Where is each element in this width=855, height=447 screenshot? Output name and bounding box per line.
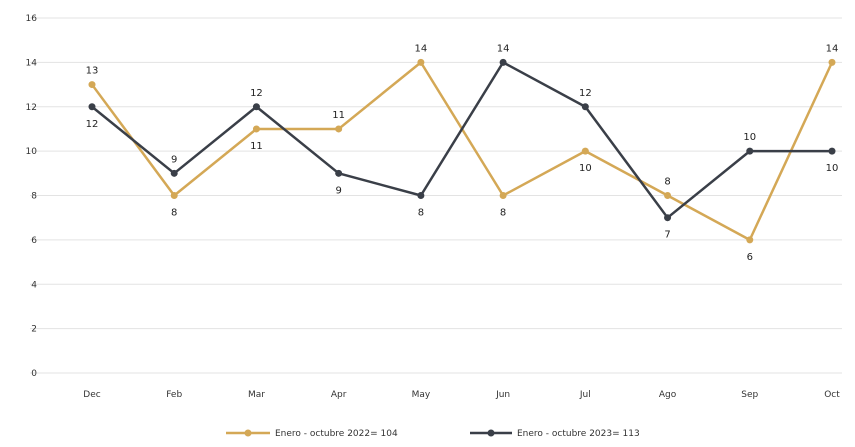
data-label-s0-8: 6: [747, 252, 753, 263]
data-label-s0-3: 11: [332, 110, 345, 121]
x-tick-label-3: Apr: [331, 390, 347, 400]
x-axis-ticks: Dec Feb Mar Apr May Jun Jul Ago Sep Oct: [83, 390, 840, 400]
data-label-s1-1: 9: [171, 154, 177, 165]
data-label-s0-4: 14: [415, 43, 428, 54]
series-1-point-4: [417, 192, 425, 199]
data-label-s0-0: 13: [86, 66, 99, 77]
y-tick-label-3: 6: [31, 236, 37, 246]
y-tick-label-1: 2: [31, 325, 37, 335]
series-line-1: [91, 61, 832, 219]
data-label-s0-6: 10: [579, 163, 592, 174]
series-1-point-7: [664, 214, 672, 222]
series-layer: [88, 58, 836, 244]
series-0-point-4: [417, 58, 425, 66]
y-axis-ticks: 0 2 4 6 8 10 12 14 16: [26, 14, 38, 379]
x-tick-label-0: Dec: [83, 390, 100, 400]
series-1-point-9: [828, 147, 836, 155]
series-1-point-1: [170, 169, 178, 177]
legend-label-0: Enero - octubre 2022= 104: [275, 429, 398, 439]
x-tick-label-1: Feb: [166, 390, 182, 400]
series-1-point-3: [335, 169, 343, 177]
x-tick-label-5: Jun: [495, 390, 510, 400]
x-tick-label-2: Mar: [248, 390, 265, 400]
series-0-point-6: [581, 147, 589, 155]
series-0-point-5: [499, 192, 507, 199]
data-label-s1-4: 8: [418, 208, 424, 219]
data-label-s1-9: 10: [826, 163, 839, 174]
data-label-s0-2: 11: [250, 141, 263, 152]
x-tick-label-8: Sep: [741, 390, 758, 400]
data-label-s0-1: 8: [171, 208, 177, 219]
y-tick-label-7: 14: [26, 58, 38, 68]
y-tick-label-0: 0: [31, 369, 37, 379]
series-1-point-0: [88, 103, 96, 111]
x-tick-label-6: Jul: [579, 390, 591, 400]
data-label-s0-5: 8: [500, 208, 506, 219]
y-tick-label-6: 12: [26, 103, 37, 113]
data-label-s1-2: 12: [250, 88, 263, 99]
data-label-s1-7: 7: [664, 230, 670, 241]
series-0-point-1: [170, 192, 178, 199]
x-tick-label-7: Ago: [659, 390, 677, 400]
data-label-s1-3: 9: [335, 185, 341, 196]
series-0-point-9: [828, 58, 836, 66]
legend-swatch-marker-1: [487, 429, 495, 437]
series-0-point-0: [88, 81, 96, 89]
legend-swatch-marker-0: [244, 429, 252, 437]
y-tick-label-4: 8: [31, 192, 37, 202]
data-labels: 13 8 11 11 14 8 10 8 6 14 12 9 12 9 8 14 12 7 10 10: [86, 43, 839, 263]
legend: Enero - octubre 2022= 104 Enero - octubre…: [226, 429, 640, 439]
series-0-point-8: [746, 236, 754, 244]
y-tick-label-5: 10: [26, 147, 38, 157]
data-label-s0-7: 8: [664, 177, 670, 188]
series-0-point-3: [335, 125, 343, 133]
series-1-point-2: [252, 103, 260, 111]
series-1-point-8: [746, 147, 754, 155]
series-1-point-6: [581, 103, 589, 111]
y-tick-label-2: 4: [31, 280, 37, 290]
gridlines: [30, 17, 842, 374]
data-label-s1-6: 12: [579, 88, 592, 99]
data-label-s1-0: 12: [86, 119, 99, 130]
data-label-s1-8: 10: [743, 132, 756, 143]
legend-label-1: Enero - octubre 2023= 113: [517, 429, 640, 439]
series-0-point-2: [252, 125, 260, 133]
x-tick-label-9: Oct: [824, 390, 840, 400]
data-label-s1-5: 14: [497, 43, 510, 54]
x-tick-label-4: May: [412, 390, 431, 400]
y-tick-label-8: 16: [26, 14, 38, 24]
data-label-s0-9: 14: [826, 43, 839, 54]
series-1-point-5: [499, 58, 507, 66]
series-0-point-7: [664, 192, 672, 199]
